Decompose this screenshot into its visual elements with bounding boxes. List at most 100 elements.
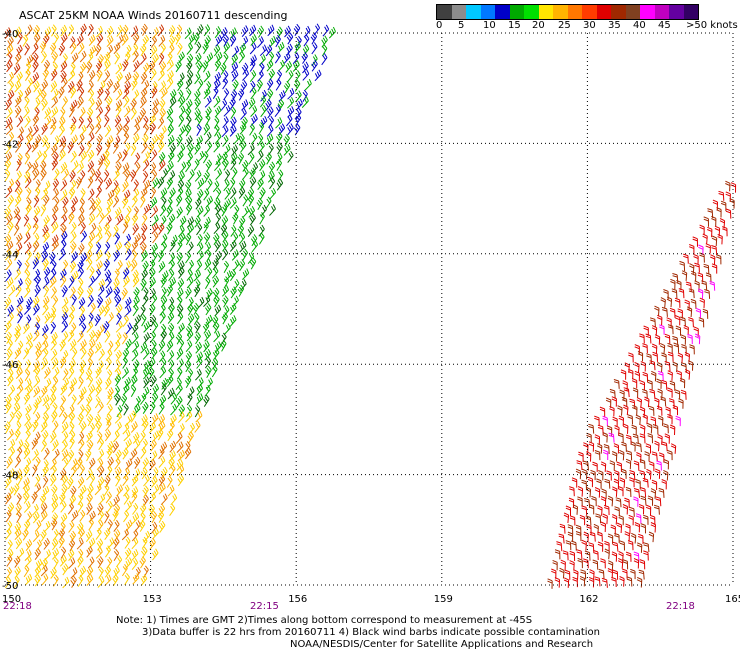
wind-barb [131, 332, 139, 344]
wind-barb [85, 368, 93, 380]
wind-barb [97, 449, 105, 461]
wind-barb [15, 537, 23, 550]
wind-barb [115, 151, 123, 164]
wind-barb [647, 433, 653, 444]
wind-barb [23, 106, 30, 119]
wind-barb [187, 431, 194, 444]
wind-barb [87, 357, 94, 370]
wind-barb [87, 23, 94, 36]
wind-barb [249, 257, 257, 270]
wind-barb [34, 395, 42, 408]
wind-barb [52, 367, 60, 379]
wind-barb [612, 569, 619, 580]
wind-barb [709, 280, 716, 291]
wind-barb [95, 249, 103, 262]
legend-color-14 [640, 5, 655, 19]
wind-barb [114, 393, 121, 406]
wind-barb [104, 330, 111, 343]
wind-barb [636, 452, 642, 463]
wind-barb [95, 384, 102, 397]
wind-barb [660, 297, 666, 308]
wind-barb [24, 115, 31, 128]
wind-barb [642, 371, 649, 383]
wind-barb [39, 160, 47, 173]
wind-barb [77, 286, 84, 300]
legend-color-10 [582, 5, 597, 19]
wind-barb [124, 438, 132, 450]
wind-barb [158, 483, 166, 495]
wind-barb [158, 34, 166, 47]
note-line-3: NOAA/NESDIS/Center for Satellite Applica… [290, 639, 594, 650]
wind-barb [152, 548, 159, 561]
wind-barb [583, 558, 589, 569]
wind-barb [591, 495, 597, 507]
wind-barb [219, 62, 227, 75]
wind-barb [130, 448, 138, 461]
wind-barb [168, 303, 175, 316]
wind-barb [703, 263, 710, 274]
wind-barb [25, 24, 33, 37]
wind-barb [250, 87, 257, 100]
wind-barb [658, 415, 664, 426]
wind-barb [24, 176, 32, 189]
wind-barb [116, 484, 124, 497]
wind-barb [23, 491, 30, 504]
wind-barb [86, 439, 94, 453]
wind-barb [149, 277, 156, 289]
wind-barb [576, 460, 583, 471]
wind-barb [32, 449, 39, 461]
wind-barb [76, 79, 83, 92]
wind-barb [215, 51, 223, 64]
wind-barb [556, 541, 563, 552]
wind-barb [51, 500, 59, 513]
wind-barb [68, 367, 75, 380]
wind-barb [86, 285, 94, 299]
wind-barb [321, 53, 328, 66]
wind-barb [5, 151, 13, 164]
wind-barb [203, 123, 211, 136]
wind-barb [149, 303, 156, 316]
wind-barb [24, 359, 32, 372]
wind-barb [50, 122, 57, 135]
wind-barb [139, 53, 147, 65]
wind-barb [133, 123, 141, 136]
wind-barb [640, 523, 646, 534]
wind-barb [627, 540, 634, 551]
wind-barb [140, 341, 148, 354]
wind-barb [258, 232, 265, 245]
wind-barb [42, 459, 49, 472]
wind-barb [158, 52, 165, 65]
wind-barb [667, 351, 674, 362]
wind-barb [214, 240, 222, 253]
wind-barb [44, 107, 52, 120]
wind-barb [186, 60, 193, 73]
wind-barb [53, 168, 60, 181]
wind-barb [560, 559, 566, 571]
wind-barb [61, 297, 69, 309]
wind-barb [618, 449, 625, 461]
wind-barb [34, 411, 41, 424]
wind-barb [599, 406, 606, 417]
wind-barb [68, 557, 76, 569]
wind-barb [160, 323, 167, 336]
wind-barb [603, 504, 610, 516]
wind-barb [232, 295, 239, 308]
wind-barb [178, 95, 186, 108]
legend-label-2: 10 [483, 20, 496, 31]
wind-barb [276, 142, 283, 155]
wind-barb [115, 105, 122, 118]
wind-barb [114, 411, 122, 424]
wind-barb [565, 540, 572, 551]
wind-barb [67, 477, 74, 490]
wind-barb [61, 563, 69, 576]
wind-barb [23, 447, 31, 460]
wind-barb [130, 98, 137, 111]
wind-barb [151, 413, 159, 425]
wind-barb [558, 533, 565, 544]
wind-barb [622, 568, 628, 579]
wind-barb [632, 387, 639, 398]
wind-barb [220, 204, 228, 217]
wind-barb [141, 536, 148, 549]
wind-barb [168, 457, 175, 470]
wind-barb [33, 365, 41, 378]
